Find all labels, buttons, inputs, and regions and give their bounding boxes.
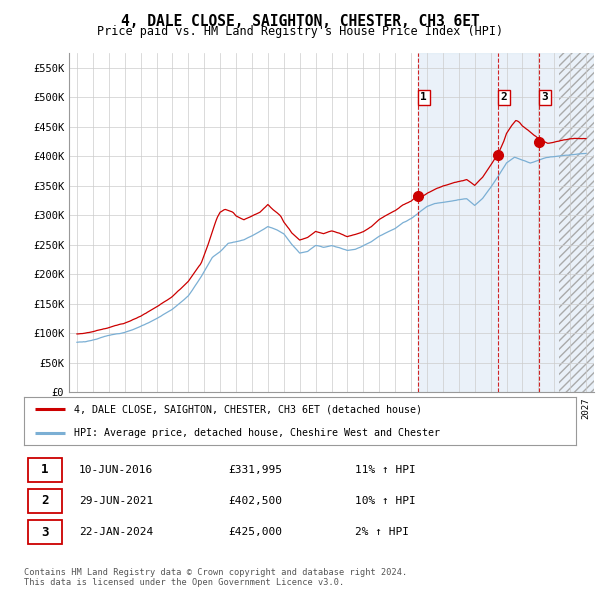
Text: 4, DALE CLOSE, SAIGHTON, CHESTER, CH3 6ET (detached house): 4, DALE CLOSE, SAIGHTON, CHESTER, CH3 6E…: [74, 404, 422, 414]
Text: 2% ↑ HPI: 2% ↑ HPI: [355, 527, 409, 537]
FancyBboxPatch shape: [28, 520, 62, 545]
FancyBboxPatch shape: [28, 489, 62, 513]
Text: 22-JAN-2024: 22-JAN-2024: [79, 527, 154, 537]
Text: 3: 3: [542, 93, 548, 102]
Bar: [418, 53, 594, 392]
Text: 3: 3: [41, 526, 49, 539]
Text: 1: 1: [421, 93, 427, 102]
Text: 2: 2: [501, 93, 508, 102]
Text: 4, DALE CLOSE, SAIGHTON, CHESTER, CH3 6ET: 4, DALE CLOSE, SAIGHTON, CHESTER, CH3 6E…: [121, 14, 479, 28]
Text: HPI: Average price, detached house, Cheshire West and Chester: HPI: Average price, detached house, Ches…: [74, 428, 440, 438]
Text: 29-JUN-2021: 29-JUN-2021: [79, 496, 154, 506]
Text: £402,500: £402,500: [228, 496, 282, 506]
Text: 10% ↑ HPI: 10% ↑ HPI: [355, 496, 416, 506]
FancyBboxPatch shape: [28, 458, 62, 482]
Text: 1: 1: [41, 463, 49, 476]
Text: £425,000: £425,000: [228, 527, 282, 537]
Bar: [559, 53, 594, 392]
Text: 10-JUN-2016: 10-JUN-2016: [79, 465, 154, 475]
Text: Price paid vs. HM Land Registry's House Price Index (HPI): Price paid vs. HM Land Registry's House …: [97, 25, 503, 38]
Text: Contains HM Land Registry data © Crown copyright and database right 2024.
This d: Contains HM Land Registry data © Crown c…: [24, 568, 407, 587]
Text: 2: 2: [41, 494, 49, 507]
Text: £331,995: £331,995: [228, 465, 282, 475]
Text: 11% ↑ HPI: 11% ↑ HPI: [355, 465, 416, 475]
